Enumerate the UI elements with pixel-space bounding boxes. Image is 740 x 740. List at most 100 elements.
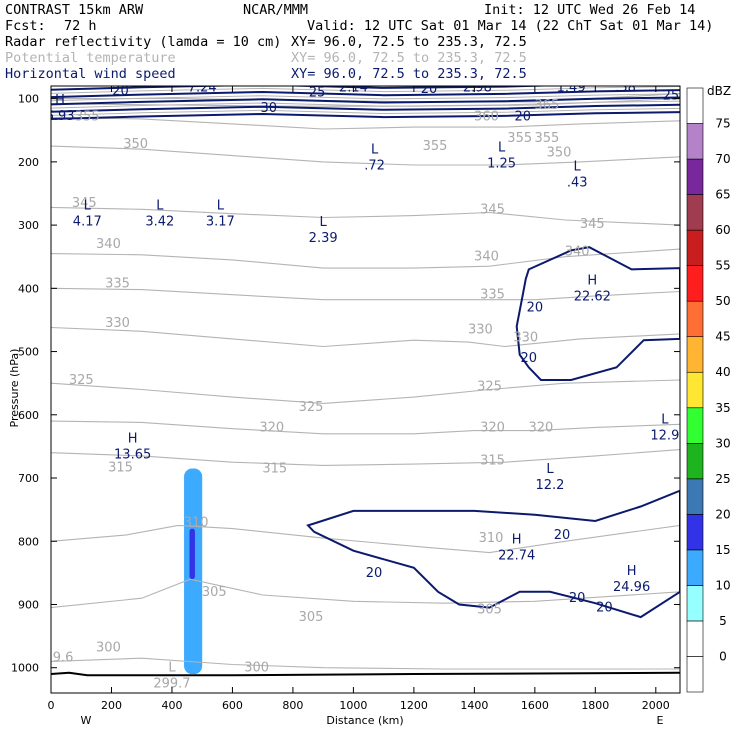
- extremum-value: .72: [364, 158, 385, 173]
- isentrope-label: 315: [480, 453, 505, 468]
- isentrope-350: [51, 145, 680, 166]
- x-tick-label: 400: [161, 699, 182, 712]
- wind-contour-20: [515, 246, 680, 381]
- isentrope-345: [51, 206, 680, 226]
- isentrope-label: 355: [75, 109, 100, 124]
- extremum-value: 24.96: [613, 580, 650, 595]
- ground-line: [51, 671, 680, 677]
- isentrope-label: 355: [507, 131, 532, 146]
- wind-contour-label: 20: [569, 591, 586, 606]
- x-axis-label: Distance (km): [326, 714, 403, 727]
- isentrope-label: 355: [535, 131, 560, 146]
- extremum-type-H: H: [512, 533, 522, 548]
- isentrope-label: 315: [262, 462, 287, 477]
- colorbar-segment: [686, 336, 704, 373]
- field-xy-reflectivity: XY= 96.0, 72.5 to 235.3, 72.5: [291, 34, 527, 50]
- isentrope-label: 325: [299, 400, 324, 415]
- isentrope-360: [51, 98, 680, 107]
- extremum-value: 3.42: [145, 215, 174, 230]
- org-label: NCAR/MMM: [243, 2, 308, 18]
- jet-contour-line: [51, 111, 680, 120]
- extremum-value: 12.9: [650, 428, 679, 443]
- extremum-value: 22.62: [574, 289, 611, 304]
- reflectivity-cell-15: [189, 528, 195, 580]
- colorbar-segment: [686, 158, 704, 195]
- x-tick-label: 1400: [460, 699, 488, 712]
- isentrope-label: 320: [528, 420, 553, 435]
- model-title: CONTRAST 15km ARW: [5, 2, 144, 18]
- jet-contour-line: [51, 93, 680, 102]
- isentrope-label: 345: [72, 196, 97, 211]
- extremum-value: 13.65: [114, 447, 151, 462]
- y-tick-label: 500: [18, 346, 39, 359]
- x-end-label-east: E: [657, 714, 664, 727]
- extremum-type-L: L: [217, 199, 225, 214]
- extremum-value: .43: [567, 176, 588, 191]
- colorbar-tick-label: 70: [715, 152, 730, 166]
- x-tick-label: 1600: [521, 699, 549, 712]
- colorbar-tick-label: 50: [715, 294, 730, 308]
- jet-contour-line: [51, 86, 563, 91]
- isentrope-label: 330: [513, 331, 538, 346]
- extremum-type-L: L: [168, 660, 176, 675]
- extremum-value: 1.49: [557, 81, 586, 96]
- extremum-value: 12.2: [535, 478, 564, 493]
- colorbar-segment: [686, 585, 704, 622]
- extremum-type-H: H: [128, 431, 138, 446]
- isentrope-label: 365: [535, 98, 560, 113]
- isentrope-label: 340: [474, 250, 499, 265]
- x-tick-label: 600: [222, 699, 243, 712]
- colorbar-tick-label: 45: [715, 330, 730, 344]
- extremum-value: 6.93: [46, 109, 75, 124]
- isentrope-315: [51, 449, 680, 466]
- fcst-value: 72 h: [64, 18, 97, 34]
- isentrope-label: 300: [244, 661, 269, 676]
- isentrope-310: [51, 524, 680, 554]
- wind-contour-label: 20: [366, 566, 383, 581]
- colorbar-tick-label: 75: [715, 117, 730, 131]
- edge-label: 9.6: [53, 651, 74, 666]
- wind-contour-label: 20: [521, 351, 538, 366]
- colorbar-segment: [686, 442, 704, 480]
- colorbar-unit: dBZ: [707, 84, 731, 98]
- wind-contour-label: 25: [309, 85, 326, 100]
- jet-contour-line: [51, 100, 680, 109]
- isentrope-label: 305: [299, 610, 324, 625]
- extremum-type-L: L: [622, 65, 630, 80]
- isentrope-label: 325: [69, 373, 94, 388]
- extremum-type-H: H: [587, 273, 597, 288]
- extremum-type-L: L: [498, 141, 506, 156]
- colorbar-segment: [686, 407, 704, 444]
- extremum-type-L: L: [320, 215, 328, 230]
- extremum-type-L: L: [574, 160, 582, 175]
- isentrope-label: 345: [580, 217, 605, 232]
- colorbar-segment: [686, 549, 704, 586]
- field-name-reflectivity: Radar reflectivity (lamda = 10 cm): [5, 34, 281, 50]
- jet-contour-line: [51, 107, 680, 116]
- x-end-label-west: W: [81, 714, 92, 727]
- y-tick-label: 600: [18, 409, 39, 422]
- colorbar-tick-label: 0: [719, 649, 727, 663]
- colorbar-tick-label: 15: [715, 543, 730, 557]
- y-tick-label: 700: [18, 472, 39, 485]
- fcst-label: Fcst:: [5, 18, 46, 34]
- wind-contour-label: 30: [260, 101, 277, 116]
- colorbar-tick-label: 5: [719, 614, 727, 628]
- extremum-type-H: H: [627, 564, 637, 579]
- isentrope-label: 320: [259, 420, 284, 435]
- extremum-type-H: H: [55, 93, 65, 108]
- colorbar-tick-label: 10: [715, 578, 730, 592]
- colorbar-segment: [686, 514, 704, 551]
- wind-speed-contours: [306, 246, 680, 619]
- isentrope-label: 350: [547, 145, 572, 160]
- isentrope-325: [51, 379, 680, 404]
- field-xy-theta: XY= 96.0, 72.5 to 235.3, 72.5: [291, 50, 527, 66]
- isentrope-label: 360: [474, 109, 499, 124]
- isentrope-label: 335: [480, 288, 505, 303]
- x-tick-label: 1000: [339, 699, 367, 712]
- x-tick-label: 2000: [642, 699, 670, 712]
- isentrope-label: 320: [480, 420, 505, 435]
- plot-axes: Pressure (hPa) Distance (km) W E 0 200 400…: [8, 85, 681, 727]
